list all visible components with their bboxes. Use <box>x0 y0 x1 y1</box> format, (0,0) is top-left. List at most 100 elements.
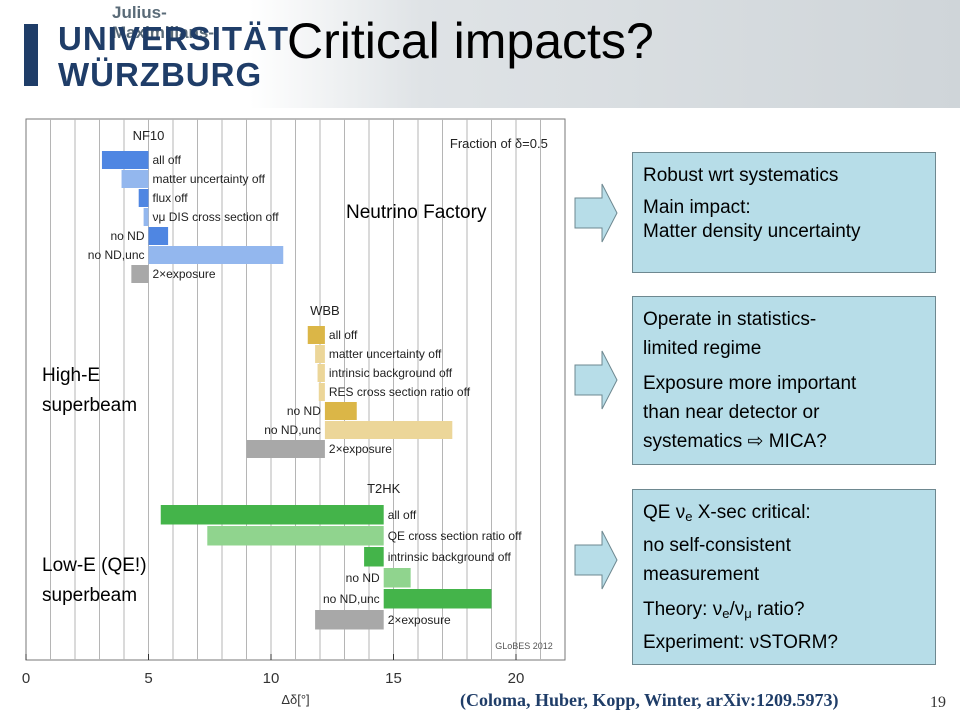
box3-p2: Theory: νe/νμ ratio? Experiment: νSTORM? <box>643 595 925 657</box>
box3-nu-symbol: ν <box>675 502 686 523</box>
arrow-icon <box>574 183 618 243</box>
bar <box>143 208 149 226</box>
logo-subtitle: Julius-Maximilians- <box>112 3 215 42</box>
callout-box-robust: Robust wrt systematics Main impact: Matt… <box>632 152 936 273</box>
note-high-e-line2: superbeam <box>42 395 138 416</box>
box3-exp-pre: Experiment: <box>643 632 745 653</box>
page-number: 19 <box>930 694 946 711</box>
bar-label: no ND <box>287 404 321 418</box>
bar-label: all off <box>153 153 182 167</box>
bar-label: no ND <box>346 571 380 585</box>
box3-qe-post: X-sec critical: <box>697 502 811 523</box>
bar-label: all off <box>329 328 358 342</box>
bar-label: νμ DIS cross section off <box>153 210 280 224</box>
box3-p1: QE νe X-sec critical: no self-consistent… <box>643 498 925 589</box>
bar-label: intrinsic background off <box>329 366 453 380</box>
bar-label: QE cross section ratio off <box>388 529 523 543</box>
bar-label: RES cross section ratio off <box>329 385 471 399</box>
box3-theory-e-sub: e <box>722 606 730 621</box>
sensitivity-chart: 0 5 10 15 20 Δδ[°] Fraction of δ=0.5 GLoBES 201… <box>22 118 566 707</box>
slide-title: Critical impacts? <box>287 13 654 69</box>
bar-label: matter uncertainty off <box>329 347 442 361</box>
box2-p1-line2: limited regime <box>643 338 762 359</box>
bar <box>317 364 325 382</box>
bar <box>138 189 149 207</box>
box2-p1-line1: Operate in statistics- <box>643 309 817 330</box>
bar <box>148 227 169 245</box>
bar-label: all off <box>388 508 417 522</box>
bar <box>246 440 325 458</box>
box2-p1: Operate in statistics- limited regime <box>643 305 925 363</box>
box1-p1: Robust wrt systematics <box>643 165 839 186</box>
bar-label: no ND,unc <box>264 423 321 437</box>
box2-p2-line2: than near detector or <box>643 402 820 423</box>
bar <box>324 421 453 439</box>
group-label: T2HK <box>367 481 401 496</box>
logo-bar <box>24 24 38 86</box>
box3-theory-nu1: ν <box>712 599 723 620</box>
group-label: NF10 <box>133 128 165 143</box>
bar-label: 2×exposure <box>329 442 392 456</box>
slide-header: Julius-Maximilians- UNIVERSITÄT WÜRZBURG… <box>0 0 960 108</box>
bar <box>315 610 384 630</box>
x-tick-label: 5 <box>144 670 152 687</box>
group-label: WBB <box>310 303 340 318</box>
box3-exp-nu: ν <box>749 632 760 653</box>
arrow-icon <box>574 530 618 590</box>
bar-label: no ND,unc <box>323 592 380 606</box>
citation: (Coloma, Huber, Kopp, Winter, arXiv:1209… <box>460 690 839 710</box>
bar <box>364 547 384 567</box>
box3-theory-pre: Theory: <box>643 599 708 620</box>
note-neutrino-factory: Neutrino Factory <box>346 202 487 223</box>
bar <box>148 246 284 264</box>
x-tick-label: 15 <box>385 670 402 687</box>
bar <box>160 505 384 525</box>
note-low-e-line1: Low-E (QE!) <box>42 555 147 576</box>
box1-p2-line2: Matter density uncertainty <box>643 221 861 242</box>
note-high-e-line1: High-E <box>42 365 101 386</box>
callout-box-qe: QE νe X-sec critical: no self-consistent… <box>632 489 936 665</box>
bar-label: 2×exposure <box>388 613 451 627</box>
box3-line3: measurement <box>643 564 760 585</box>
bar-label: 2×exposure <box>153 267 216 281</box>
bar <box>207 526 384 546</box>
box3-theory-mu-sub: μ <box>744 606 752 621</box>
note-low-e: Low-E (QE!) superbeam <box>42 551 147 611</box>
callout-box-statistics: Operate in statistics- limited regime Ex… <box>632 296 936 465</box>
x-tick-label: 0 <box>22 670 30 687</box>
note-high-e: High-E superbeam <box>42 361 137 421</box>
bar <box>121 170 149 188</box>
box2-p2-line3-end: MICA? <box>768 431 827 452</box>
watermark: GLoBES 2012 <box>495 641 553 651</box>
bar-label: no ND <box>110 229 144 243</box>
box2-p2: Exposure more important than near detect… <box>643 369 925 456</box>
box1-p2-line1: Main impact: <box>643 197 751 218</box>
bar-label: no ND,unc <box>88 248 145 262</box>
bar-label: intrinsic background off <box>388 550 512 564</box>
bar <box>131 265 149 283</box>
university-logo: Julius-Maximilians- UNIVERSITÄT WÜRZBURG <box>0 0 288 108</box>
bar <box>383 568 411 588</box>
bar <box>318 383 325 401</box>
box3-theory-post: ratio? <box>757 599 805 620</box>
bar <box>324 402 357 420</box>
box3-exp-post: STORM? <box>759 632 838 653</box>
box2-p2-line1: Exposure more important <box>643 373 857 394</box>
box3-theory-nu2: ν <box>734 599 745 620</box>
box3-line2: no self-consistent <box>643 535 791 556</box>
box3-theory-slash: / <box>729 599 735 620</box>
bar-label: matter uncertainty off <box>153 172 266 186</box>
arrow-icon <box>574 350 618 410</box>
x-axis-label: Δδ[°] <box>281 692 309 707</box>
bar <box>101 151 149 169</box>
chart-title: Fraction of δ=0.5 <box>450 136 548 151</box>
logo-line2: WÜRZBURG <box>58 56 263 93</box>
note-low-e-line2: superbeam <box>42 585 138 606</box>
implies-arrow-icon: ⇨ <box>747 431 764 452</box>
box2-p2-line3: systematics <box>643 431 743 452</box>
x-tick-label: 20 <box>508 670 525 687</box>
box3-qe-pre: QE <box>643 502 671 523</box>
bar <box>307 326 325 344</box>
bar <box>383 589 492 609</box>
bar-label: flux off <box>153 191 189 205</box>
